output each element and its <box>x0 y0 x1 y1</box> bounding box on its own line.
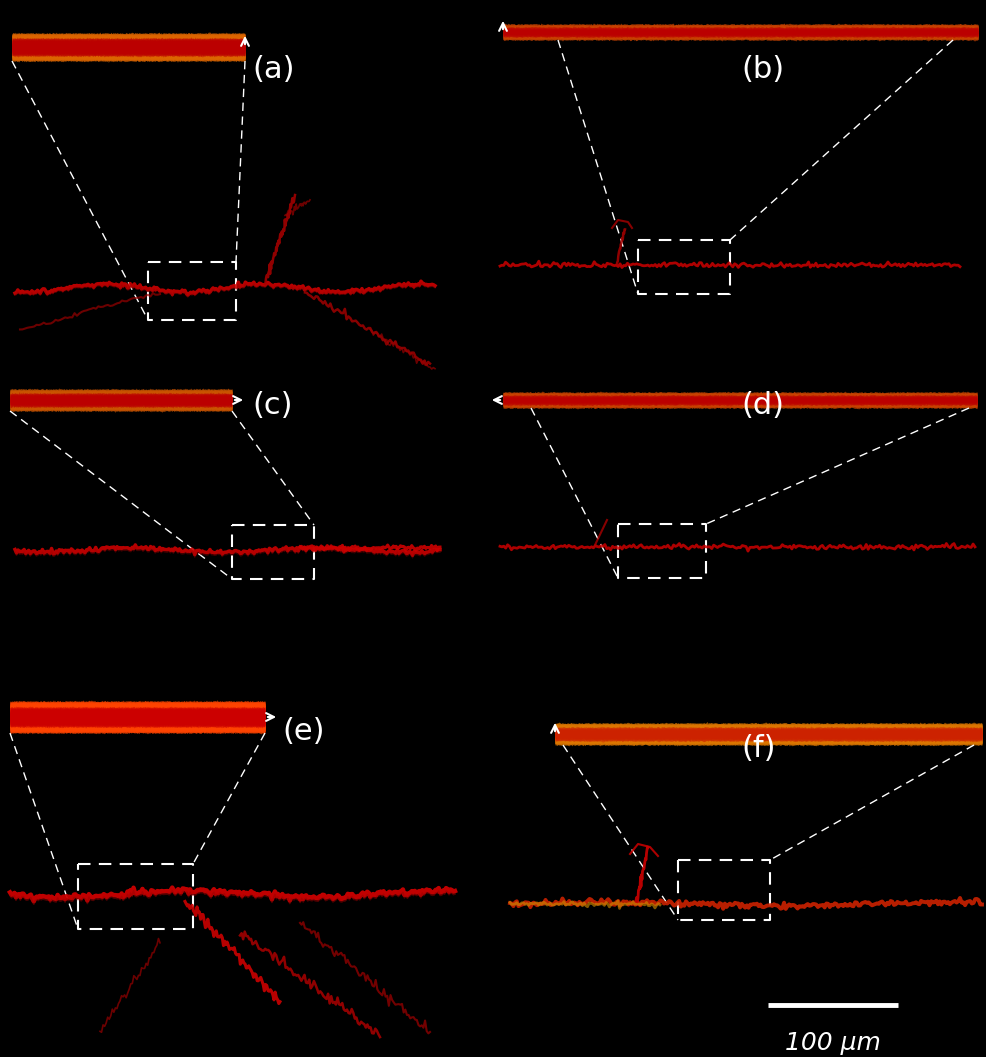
Text: (d): (d) <box>741 391 784 420</box>
Text: (b): (b) <box>741 55 784 84</box>
Text: 100 μm: 100 μm <box>785 1031 880 1055</box>
Text: (f): (f) <box>741 734 776 763</box>
Text: (a): (a) <box>252 55 295 84</box>
Text: (e): (e) <box>282 717 324 746</box>
Text: (c): (c) <box>252 391 293 420</box>
